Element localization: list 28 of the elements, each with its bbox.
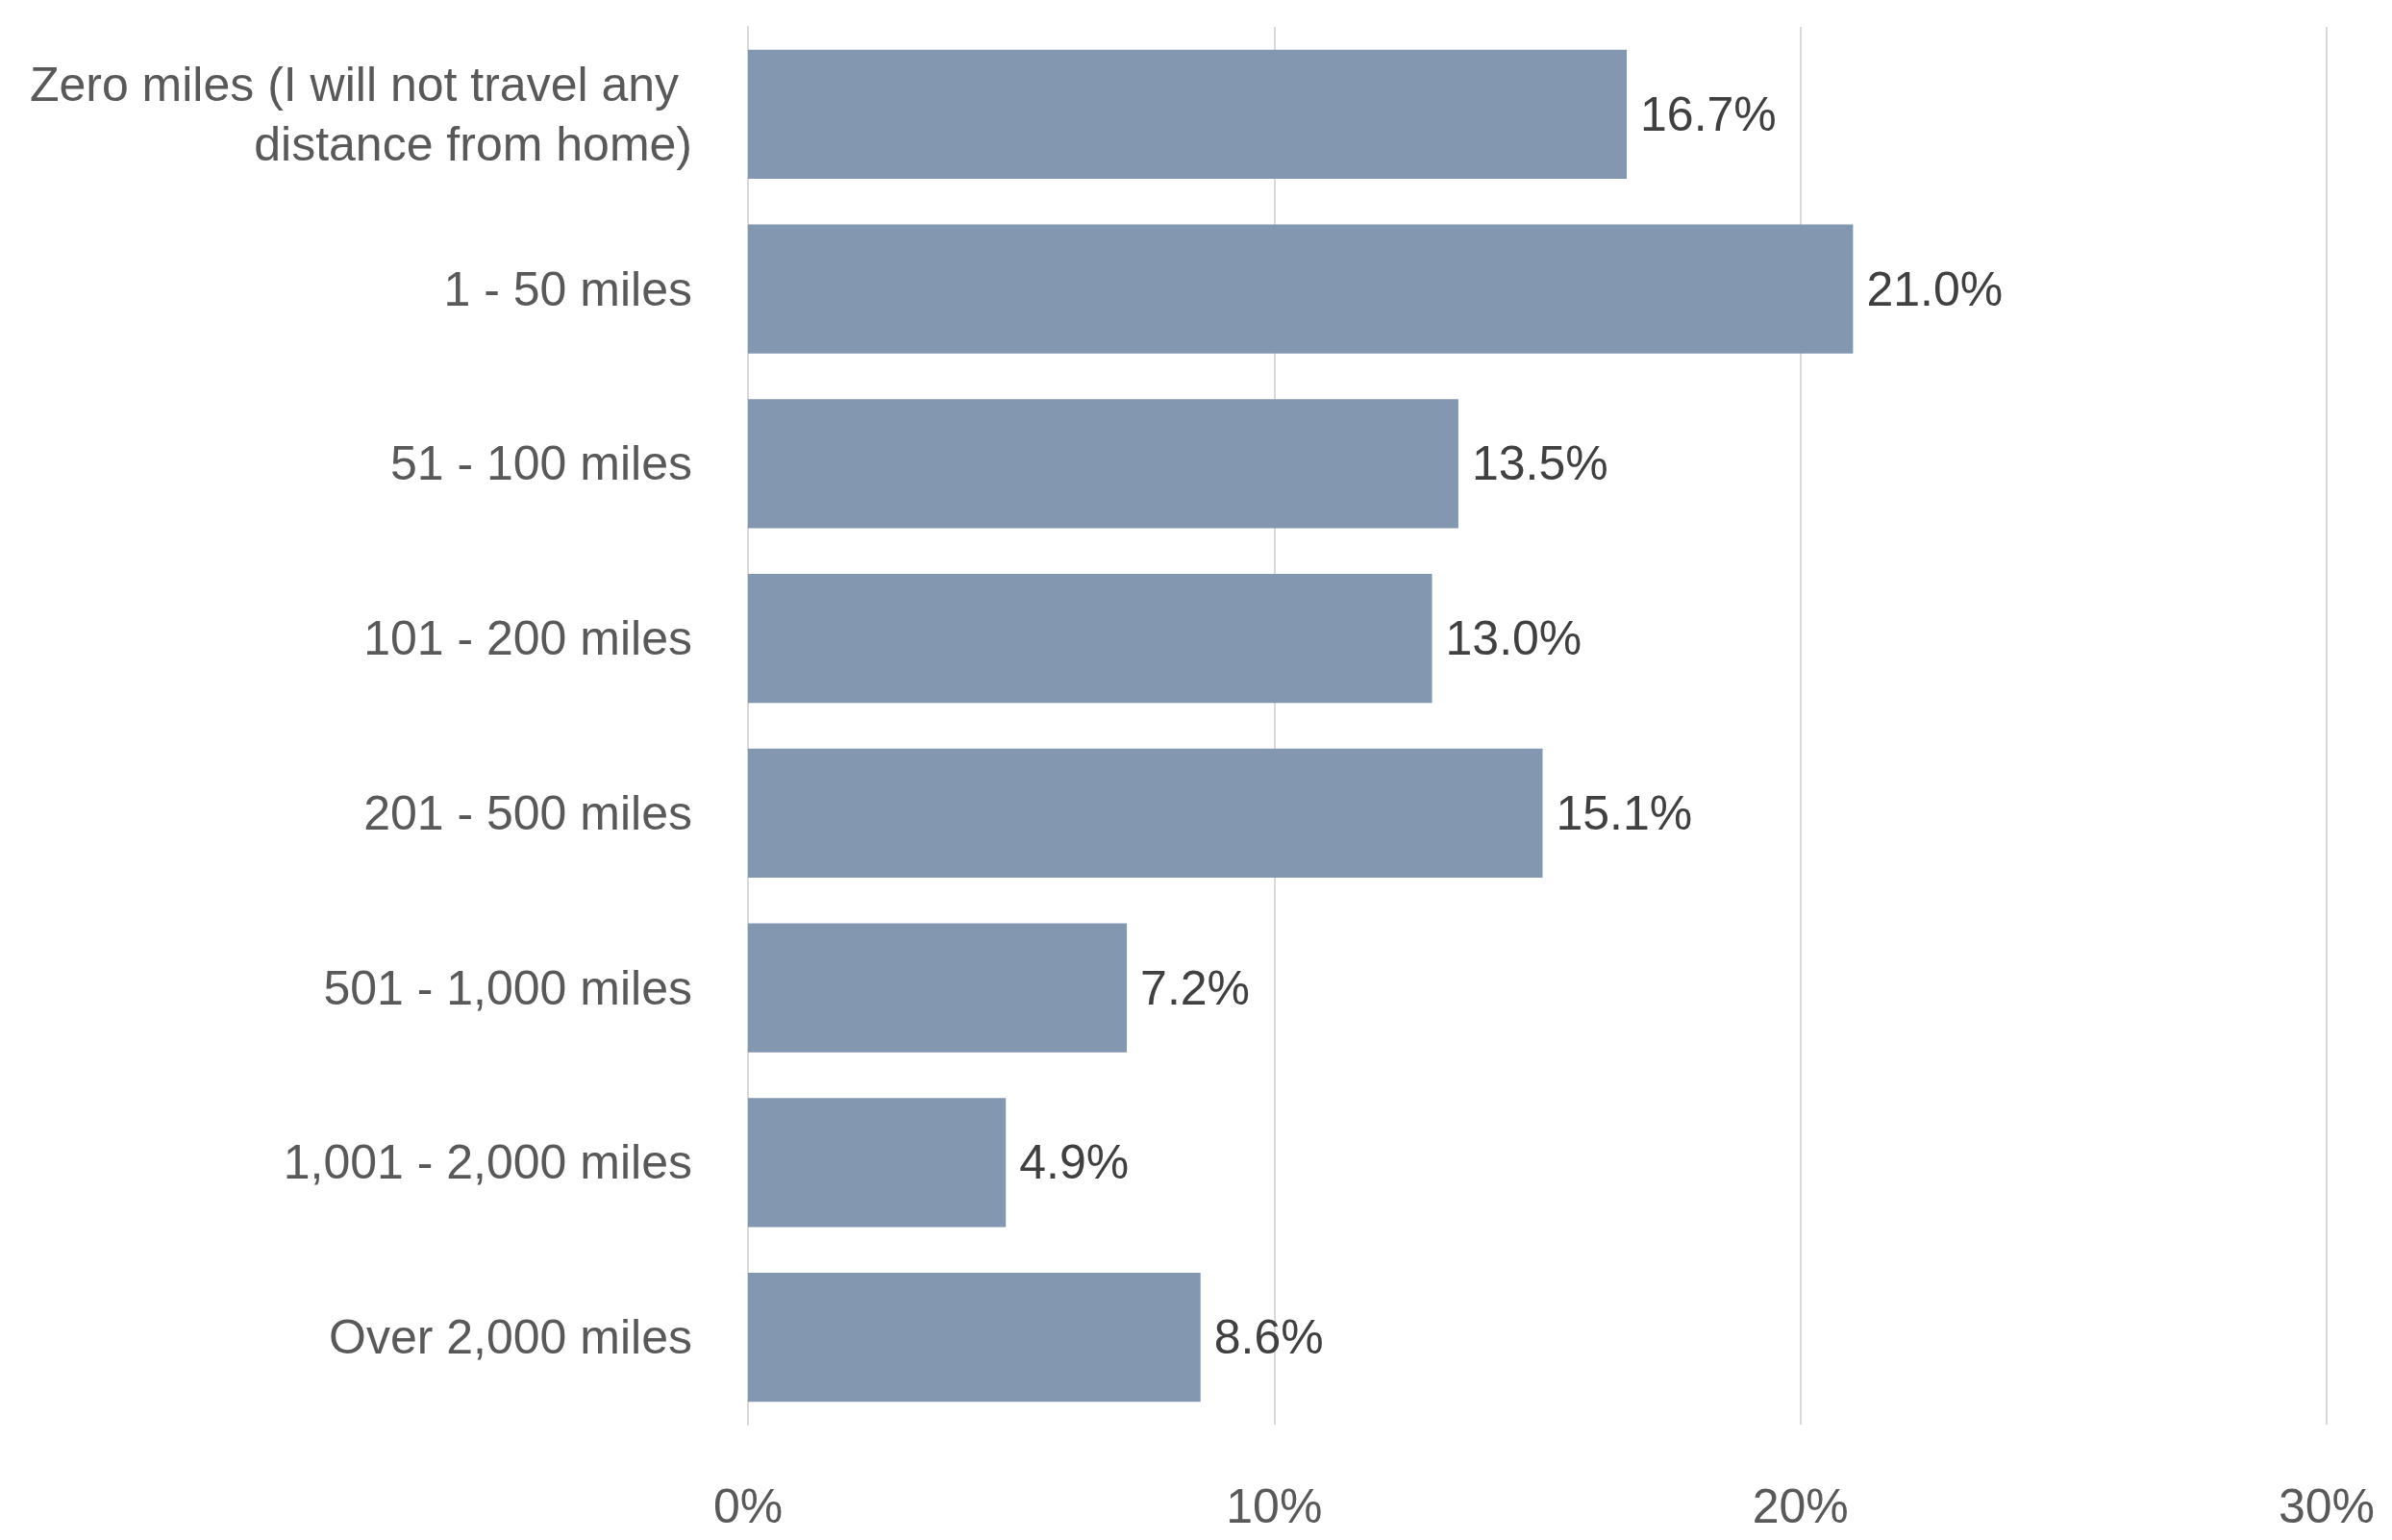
data-label: 15.1%: [1556, 785, 1693, 840]
data-label: 21.0%: [1866, 261, 2004, 316]
y-tick-label: Over 2,000 miles: [329, 1310, 692, 1365]
x-tick-label: 10%: [1226, 1479, 1323, 1533]
bar: [748, 748, 1543, 879]
bar: [748, 1098, 1007, 1228]
y-tick-label: 1,001 - 2,000 miles: [283, 1135, 692, 1190]
data-label: 7.2%: [1140, 960, 1251, 1015]
bar: [748, 224, 1854, 354]
data-label: 13.5%: [1471, 436, 1608, 491]
bar: [748, 399, 1458, 529]
data-label: 16.7%: [1640, 87, 1777, 141]
x-tick-label: 20%: [1752, 1479, 1849, 1533]
data-label: 13.0%: [1445, 611, 1582, 666]
bar: [748, 49, 1628, 180]
y-tick-label: 51 - 100 miles: [389, 436, 692, 491]
y-tick-label: 1 - 50 miles: [443, 261, 692, 316]
y-tick-label: Zero miles (I will not travel any distance from home): [29, 57, 692, 171]
bar: [748, 1272, 1201, 1403]
x-tick-label: 0%: [712, 1479, 784, 1533]
y-tick-label: 201 - 500 miles: [363, 785, 692, 840]
data-label: 4.9%: [1019, 1135, 1130, 1190]
y-tick-label: 501 - 1,000 miles: [323, 960, 692, 1015]
bar: [748, 573, 1433, 704]
bar: [748, 923, 1128, 1053]
data-label: 8.6%: [1213, 1310, 1324, 1365]
y-tick-label: 101 - 200 miles: [363, 611, 692, 666]
x-tick-label: 30%: [2278, 1479, 2376, 1533]
